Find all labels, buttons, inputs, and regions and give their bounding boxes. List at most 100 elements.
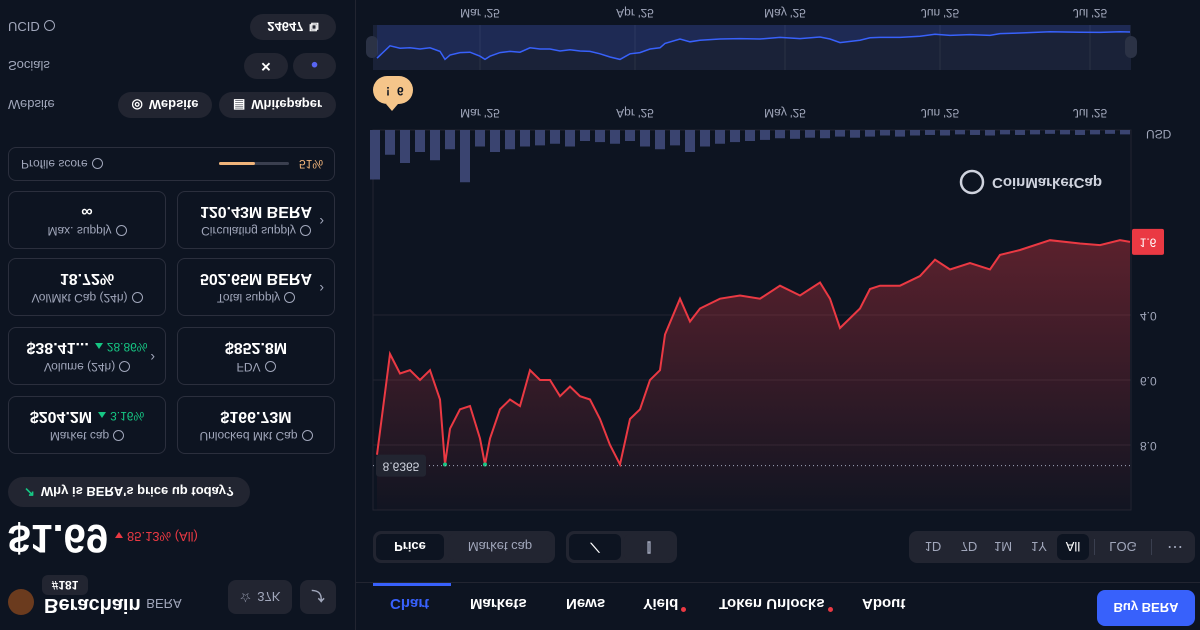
stat-label: Unlocked Mkt Cap: [178, 429, 334, 443]
event-bubble[interactable]: [373, 76, 413, 104]
navigator-handle[interactable]: [366, 36, 378, 58]
mode-price[interactable]: Price: [376, 534, 444, 560]
price-area: [377, 240, 1130, 510]
website-label: Website: [8, 97, 55, 112]
volume-bar: [580, 130, 590, 141]
stat-label: Volume (24h): [9, 360, 165, 374]
price-line: [376, 239, 1131, 468]
tab-dot: [681, 607, 687, 612]
chart-style-toggle: ⟋ ⫿: [566, 531, 677, 563]
tab[interactable]: News: [566, 595, 606, 612]
share-button[interactable]: ⤴: [300, 580, 336, 614]
ucid-label: UCID: [8, 19, 55, 34]
volume-bar: [700, 130, 710, 147]
stat-value-text: $38.41...: [26, 339, 89, 356]
range-button[interactable]: 1M: [993, 539, 1013, 555]
volume-bar: [670, 130, 680, 146]
range-button[interactable]: LOG: [1109, 539, 1137, 555]
coin-symbol: BERA: [146, 596, 182, 611]
volume-bar: [970, 130, 980, 135]
stat-label-text: Max. supply: [47, 224, 112, 238]
volume-bar: [730, 130, 740, 143]
chevron: ›: [319, 281, 324, 297]
nav-tick-label: Apr '25: [616, 6, 654, 20]
range-button[interactable]: 7D: [960, 539, 978, 555]
volume-bar: [925, 130, 935, 135]
profile-label-text: Profile score: [21, 157, 88, 171]
profile-score: Profile score 51%: [8, 147, 335, 181]
stat-value: ∞: [9, 202, 165, 220]
website-button[interactable]: ◎ Website: [118, 92, 212, 118]
navigator-handle[interactable]: [1125, 36, 1137, 58]
nav-tick-label: May '25: [764, 6, 806, 20]
navigator-area: [377, 25, 1130, 60]
tab[interactable]: Token Unlocks: [719, 595, 833, 612]
profile-bar: [219, 162, 255, 165]
range-button[interactable]: All: [1057, 534, 1089, 560]
chevron: ›: [150, 350, 155, 366]
volume-bar: [1045, 130, 1055, 134]
line-style[interactable]: ⟋: [569, 534, 621, 560]
coin-name: Berachain BERA: [44, 593, 182, 616]
rank-badge: #181: [42, 575, 88, 595]
volume-bar: [1105, 130, 1115, 134]
y-tick-label: 4.0: [1140, 309, 1157, 323]
stat-box: Vol/Mkt Cap (24h) 18.72%: [8, 258, 166, 316]
x-tick-label: May '25: [764, 106, 806, 120]
mode-mcap[interactable]: Market cap: [448, 534, 552, 560]
range-separator: [1151, 539, 1152, 555]
stat-value-text: ∞: [81, 203, 93, 220]
website-text: Website: [148, 97, 199, 113]
buy-button[interactable]: Buy BERA: [1097, 590, 1195, 626]
candle-style[interactable]: ⫿: [624, 534, 674, 560]
event-pointer: [386, 104, 398, 111]
tab[interactable]: About: [862, 595, 906, 612]
why-link[interactable]: ↗ Why is BERA's price up today?: [8, 477, 250, 507]
volume-bar: [460, 130, 470, 183]
stat-change: 28.86%: [94, 340, 147, 354]
range-button[interactable]: 1Y: [1031, 539, 1047, 555]
x-button[interactable]: ✕: [244, 53, 288, 79]
stat-value: $852.8M: [178, 338, 334, 356]
tab[interactable]: Markets: [470, 595, 527, 612]
x-tick-label: Jul '25: [1073, 106, 1108, 120]
x-tick-label: Mar '25: [460, 106, 500, 120]
tab[interactable]: Yield: [643, 595, 687, 612]
volume-bar: [1030, 130, 1040, 135]
price-tag-label: 1.6: [1140, 236, 1157, 250]
nav-tick-label: Mar '25: [460, 6, 500, 20]
ucid-badge[interactable]: 24647 ⧉: [250, 14, 336, 40]
volume-bar: [370, 130, 380, 180]
navigator-bg: [373, 25, 1131, 70]
stat-label-text: Volume (24h): [43, 360, 116, 374]
socials-label: Socials: [8, 58, 50, 73]
event-marker: 6: [397, 84, 404, 98]
range-separator: [1094, 539, 1095, 555]
stat-box: Unlocked Mkt Cap $166.73M: [177, 396, 335, 454]
stat-label-text: Unlocked Mkt Cap: [199, 429, 298, 443]
ucid: 24647: [267, 19, 304, 35]
buy-text: Buy BERA: [1113, 600, 1179, 616]
tab[interactable]: Chart: [390, 595, 430, 612]
volume-bar: [940, 130, 950, 136]
tab-dot: [827, 607, 833, 612]
profile-label: Profile score: [21, 157, 103, 171]
volume-bar: [835, 130, 845, 137]
whitepaper-button[interactable]: ▤ Whitepaper: [219, 92, 336, 118]
y-tick-label: 8.0: [1140, 439, 1157, 453]
volume-bar: [385, 130, 395, 155]
volume-bar: [655, 130, 665, 150]
volume-bar: [820, 130, 830, 139]
discord-button[interactable]: ●: [293, 53, 336, 79]
price-change-text: 85.13% (All): [127, 529, 198, 544]
range-button[interactable]: 1D: [924, 539, 942, 555]
volume-bar: [505, 130, 515, 150]
stat-label: FDV: [178, 360, 334, 374]
watchlist-button[interactable]: ☆ 37K: [228, 580, 292, 614]
stat-box: Total supply 502.65M BERA ›: [177, 258, 335, 316]
volume-bar: [640, 130, 650, 147]
stat-value: $166.73M: [178, 407, 334, 425]
currency-label: USD: [1146, 127, 1172, 141]
more-button[interactable]: ⋯: [1167, 538, 1183, 555]
